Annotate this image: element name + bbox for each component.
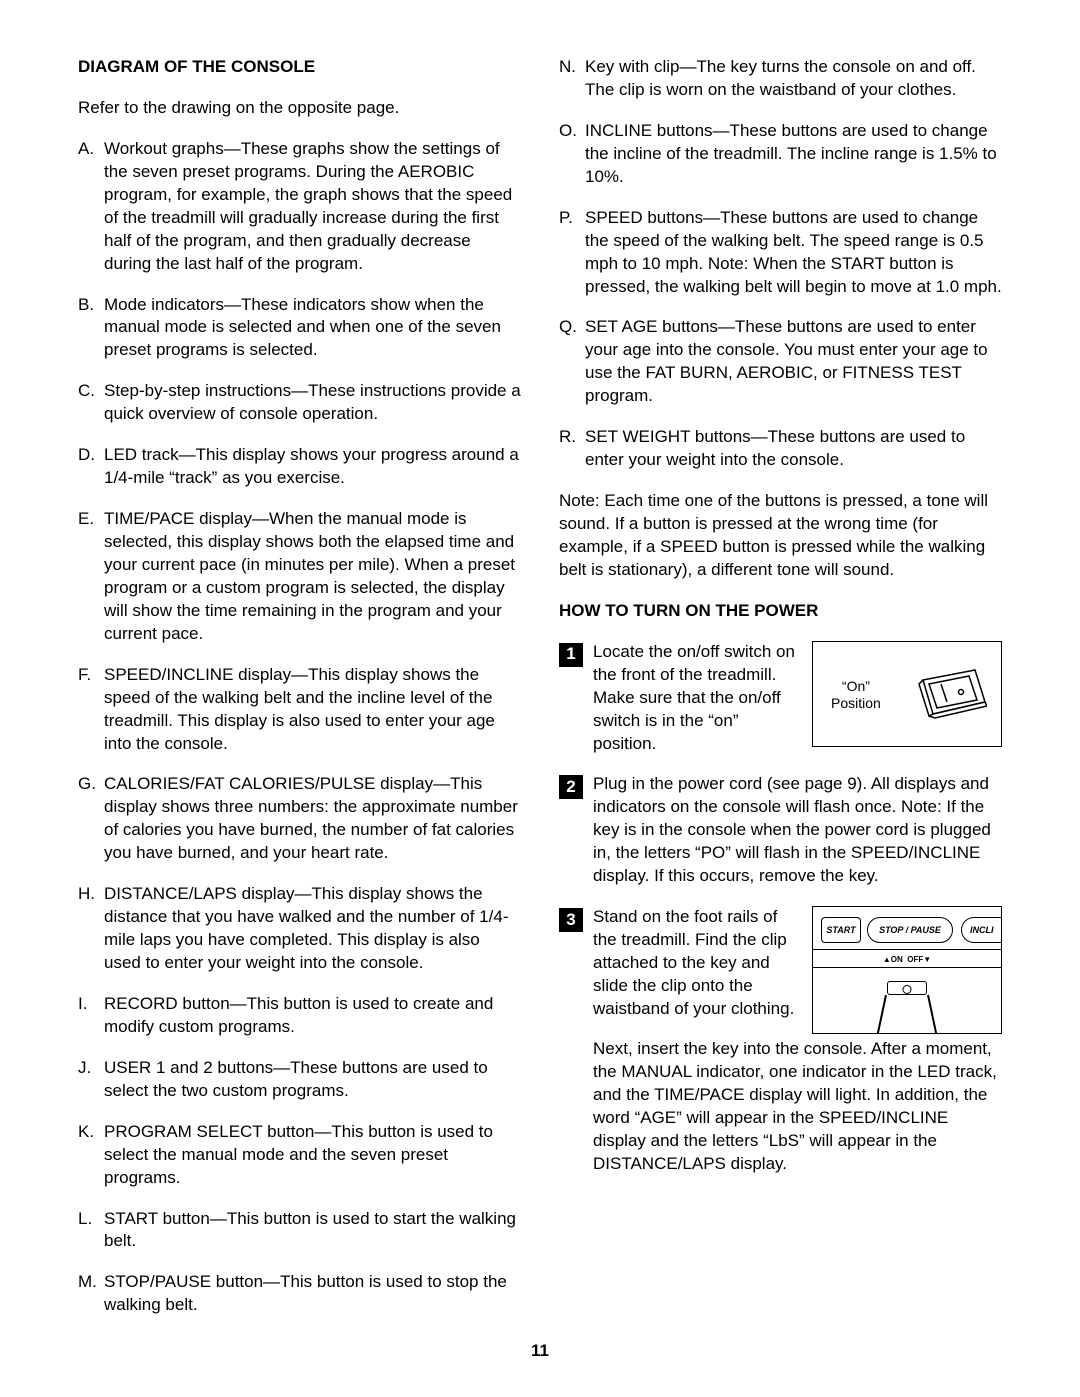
step-text: Stand on the foot rails of the treadmill… — [593, 906, 798, 1034]
item-letter: Q. — [559, 316, 585, 408]
item-text: PROGRAM SELECT button—This button is use… — [104, 1121, 521, 1190]
item-text: DISTANCE/LAPS display—This display shows… — [104, 883, 521, 975]
list-item: L.START button—This button is used to st… — [78, 1208, 521, 1254]
item-letter: O. — [559, 120, 585, 189]
item-letter: E. — [78, 508, 104, 646]
list-item: I.RECORD button—This button is used to c… — [78, 993, 521, 1039]
list-item: O.INCLINE buttons—These buttons are used… — [559, 120, 1002, 189]
step-3: 3 Stand on the foot rails of the treadmi… — [559, 906, 1002, 1194]
list-item: H.DISTANCE/LAPS display—This display sho… — [78, 883, 521, 975]
list-item: E.TIME/PACE display—When the manual mode… — [78, 508, 521, 646]
list-item: A.Workout graphs—These graphs show the s… — [78, 138, 521, 276]
figure-on-off-label: ▲ON OFF▼ — [813, 955, 1001, 966]
item-text: INCLINE buttons—These buttons are used t… — [585, 120, 1002, 189]
left-column: DIAGRAM OF THE CONSOLE Refer to the draw… — [78, 56, 521, 1335]
item-text: RECORD button—This button is used to cre… — [104, 993, 521, 1039]
step-text: Locate the on/off switch on the front of… — [593, 641, 798, 756]
item-letter: J. — [78, 1057, 104, 1103]
section-heading-diagram: DIAGRAM OF THE CONSOLE — [78, 56, 521, 79]
item-letter: F. — [78, 664, 104, 756]
list-item: Q.SET AGE buttons—These buttons are used… — [559, 316, 1002, 408]
item-letter: I. — [78, 993, 104, 1039]
step-number-badge: 1 — [559, 643, 583, 667]
item-text: STOP/PAUSE button—This button is used to… — [104, 1271, 521, 1317]
figure-stop-button: STOP / PAUSE — [867, 917, 953, 943]
list-item: P.SPEED buttons—These buttons are used t… — [559, 207, 1002, 299]
switch-icon — [917, 666, 987, 722]
item-letter: A. — [78, 138, 104, 276]
item-letter: H. — [78, 883, 104, 975]
list-item: R.SET WEIGHT buttons—These buttons are u… — [559, 426, 1002, 472]
item-text: CALORIES/FAT CALORIES/PULSE display—This… — [104, 773, 521, 865]
item-letter: C. — [78, 380, 104, 426]
step-text: Plug in the power cord (see page 9). All… — [593, 773, 1002, 888]
item-text: SPEED/INCLINE display—This display shows… — [104, 664, 521, 756]
item-text: SET WEIGHT buttons—These buttons are use… — [585, 426, 1002, 472]
item-letter: R. — [559, 426, 585, 472]
step-number-badge: 2 — [559, 775, 583, 799]
list-item: B.Mode indicators—These indicators show … — [78, 294, 521, 363]
step-1: 1 Locate the on/off switch on the front … — [559, 641, 1002, 756]
figure-label-line2: Position — [831, 695, 881, 711]
item-text: Step-by-step instructions—These instruct… — [104, 380, 521, 426]
item-letter: P. — [559, 207, 585, 299]
item-text: Mode indicators—These indicators show wh… — [104, 294, 521, 363]
right-column: N.Key with clip—The key turns the consol… — [559, 56, 1002, 1335]
list-item: G.CALORIES/FAT CALORIES/PULSE display—Th… — [78, 773, 521, 865]
figure-start-button: START — [821, 917, 861, 943]
note-text: Note: Each time one of the buttons is pr… — [559, 490, 1002, 582]
item-letter: G. — [78, 773, 104, 865]
list-item: N.Key with clip—The key turns the consol… — [559, 56, 1002, 102]
step-after-text: Next, insert the key into the console. A… — [593, 1038, 1002, 1176]
figure-incline-button: INCLI — [961, 917, 1002, 943]
item-text: Workout graphs—These graphs show the set… — [104, 138, 521, 276]
item-text: TIME/PACE display—When the manual mode i… — [104, 508, 521, 646]
item-text: SET AGE buttons—These buttons are used t… — [585, 316, 1002, 408]
page-number: 11 — [0, 1340, 1080, 1363]
intro-text: Refer to the drawing on the opposite pag… — [78, 97, 521, 120]
list-item: M.STOP/PAUSE button—This button is used … — [78, 1271, 521, 1317]
list-item: K.PROGRAM SELECT button—This button is u… — [78, 1121, 521, 1190]
item-text: Key with clip—The key turns the console … — [585, 56, 1002, 102]
item-letter: N. — [559, 56, 585, 102]
section-heading-power: HOW TO TURN ON THE POWER — [559, 600, 1002, 623]
item-letter: L. — [78, 1208, 104, 1254]
item-letter: M. — [78, 1271, 104, 1317]
figure-on-switch: “On” Position — [812, 641, 1002, 747]
step-2: 2 Plug in the power cord (see page 9). A… — [559, 773, 1002, 888]
list-item: D.LED track—This display shows your prog… — [78, 444, 521, 490]
figure-console: START STOP / PAUSE INCLI ▲ON OFF▼ — [812, 906, 1002, 1034]
item-text: USER 1 and 2 buttons—These buttons are u… — [104, 1057, 521, 1103]
item-text: LED track—This display shows your progre… — [104, 444, 521, 490]
figure-key-slot — [887, 981, 927, 995]
step-number-badge: 3 — [559, 908, 583, 932]
list-item: C.Step-by-step instructions—These instru… — [78, 380, 521, 426]
item-letter: B. — [78, 294, 104, 363]
two-column-layout: DIAGRAM OF THE CONSOLE Refer to the draw… — [78, 56, 1002, 1335]
item-text: START button—This button is used to star… — [104, 1208, 521, 1254]
list-item: J.USER 1 and 2 buttons—These buttons are… — [78, 1057, 521, 1103]
list-item: F.SPEED/INCLINE display—This display sho… — [78, 664, 521, 756]
item-text: SPEED buttons—These buttons are used to … — [585, 207, 1002, 299]
figure-label: “On” Position — [831, 678, 881, 713]
item-letter: K. — [78, 1121, 104, 1190]
figure-label-line1: “On” — [842, 678, 870, 694]
item-letter: D. — [78, 444, 104, 490]
